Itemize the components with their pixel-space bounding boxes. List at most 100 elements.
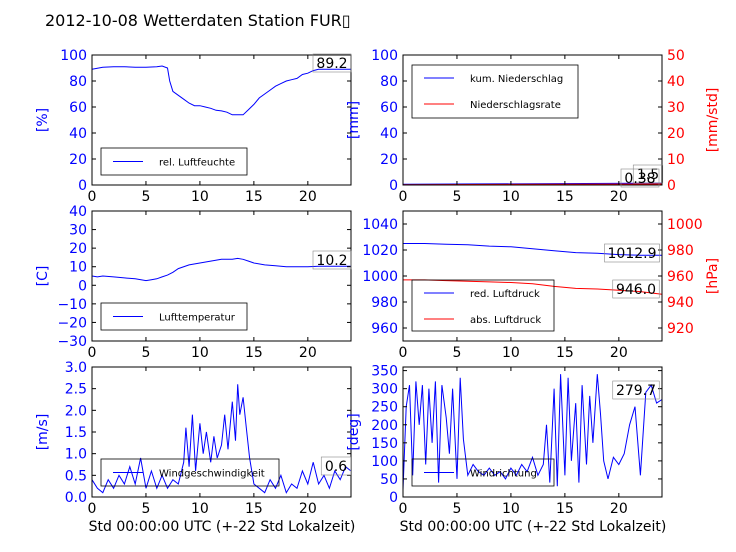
value-label-box (320, 456, 352, 476)
value-label-box (312, 53, 352, 73)
x-tick-label: 5 (141, 345, 150, 361)
legend-box (100, 458, 280, 487)
y-right-tick-label: 30 (667, 100, 685, 116)
legend: kum. Niederschlag Niederschlagsrate (411, 64, 579, 119)
x-tick-label: 0 (399, 189, 408, 205)
x-tick-label: 5 (141, 501, 150, 517)
y-right-tick-label: 940 (667, 295, 694, 311)
x-tick-label: 10 (191, 345, 209, 361)
y-tick-label: 980 (371, 295, 398, 311)
xlabel-right: Std 00:00:00 UTC (+-22 Std Lokalzeit) (400, 519, 667, 535)
legend-entry: rel. Luftfeuchte (159, 158, 235, 169)
legend: rel. Luftfeuchte (100, 147, 248, 176)
x-tick-label: 10 (191, 501, 209, 517)
y-tick-label: 50 (380, 472, 398, 488)
x-tick-label: 0 (399, 501, 408, 517)
x-tick-label: 20 (610, 501, 628, 517)
y-tick-label: 80 (69, 74, 87, 90)
current-value-label: 0.6 (325, 459, 347, 475)
value-label-box (612, 380, 660, 400)
x-tick-label: 20 (299, 345, 317, 361)
current-value-label: 279.7 (616, 383, 656, 399)
value-label-box (604, 243, 660, 263)
y-tick-label: −20 (57, 315, 87, 331)
y-right-tick-label: 20 (667, 126, 685, 142)
y-right-tick-label: 40 (667, 74, 685, 90)
y-tick-label: 1.5 (65, 425, 87, 441)
y-axis-label: [deg] (346, 413, 362, 450)
current-value-label: 10.2 (316, 253, 347, 269)
current-value-label: 946.0 (616, 282, 656, 298)
series-line (403, 243, 662, 256)
legend: Lufttemperatur (100, 302, 248, 331)
y-tick-label: 20 (69, 152, 87, 168)
legend-entry: abs. Luftdruck (470, 315, 541, 326)
y-axis-label: [C] (35, 266, 51, 287)
x-tick-label: 5 (452, 501, 461, 517)
y-tick-label: 40 (69, 126, 87, 142)
y-tick-label: 1000 (362, 269, 398, 285)
panel-precipitation: 0 5 10 15 20 0 20 40 60 80 100 0 10 20 30 40 50 [mm] [mm/s… (346, 48, 721, 205)
x-tick-label: 15 (245, 345, 263, 361)
y-tick-label: 300 (371, 382, 398, 398)
legend: Windrichtung (411, 458, 555, 487)
y-tick-label: 60 (380, 100, 398, 116)
value-label-box (612, 279, 660, 299)
x-tick-label: 15 (556, 501, 574, 517)
legend: red. Luftdruck abs. Luftdruck (411, 279, 555, 332)
current-value-label: 0.38 (624, 171, 655, 187)
y-tick-label: 30 (69, 223, 87, 239)
x-tick-label: 0 (88, 189, 97, 205)
series-line (91, 65, 351, 116)
y-tick-label: 20 (69, 241, 87, 257)
legend-entry: Windrichtung (470, 469, 537, 480)
y-right-tick-label: 980 (667, 243, 694, 259)
plot-frame (91, 54, 352, 186)
y-tick-label: 200 (371, 418, 398, 434)
y-tick-label: 2.5 (65, 382, 87, 398)
y-right-tick-label: 920 (667, 321, 694, 337)
y-axis-label-right: [mm/std] (705, 88, 721, 153)
y-right-tick-label: 960 (667, 269, 694, 285)
y-tick-label: 0 (389, 178, 398, 194)
legend-entry: Niederschlagsrate (470, 100, 561, 111)
legend-entry: kum. Niederschlag (470, 74, 563, 85)
legend-box (411, 64, 579, 119)
series-line (403, 279, 663, 295)
x-tick-label: 20 (299, 501, 317, 517)
x-tick-label: 10 (502, 345, 520, 361)
x-tick-label: 15 (245, 189, 263, 205)
x-tick-label: 0 (88, 345, 97, 361)
x-tick-label: 0 (399, 345, 408, 361)
y-tick-label: 40 (380, 126, 398, 142)
legend-box (411, 458, 555, 487)
y-tick-label: 960 (371, 321, 398, 337)
xlabel-left: Std 00:00:00 UTC (+-22 Std Lokalzeit) (89, 519, 356, 535)
y-tick-label: 80 (380, 74, 398, 90)
series-line (91, 384, 352, 494)
y-tick-label: 20 (380, 152, 398, 168)
y-tick-label: 1020 (362, 243, 398, 259)
y-axis-label: [m/s] (35, 414, 51, 451)
series-line (91, 257, 351, 282)
current-value-label: 1012.9 (608, 246, 657, 262)
x-tick-label: 0 (88, 501, 97, 517)
legend: Windgeschwindigkeit (100, 458, 280, 487)
x-tick-label: 20 (610, 189, 628, 205)
y-tick-label: −10 (57, 297, 87, 313)
y-tick-label: 0 (389, 490, 398, 506)
plot-frame (402, 54, 663, 186)
series-line (402, 374, 663, 490)
x-tick-label: 5 (141, 189, 150, 205)
y-tick-label: 0.5 (65, 468, 87, 484)
y-right-tick-label: 0 (667, 178, 676, 194)
y-tick-label: 60 (69, 100, 87, 116)
x-tick-label: 10 (502, 189, 520, 205)
y-tick-label: 10 (69, 260, 87, 276)
legend-entry: Windgeschwindigkeit (159, 469, 265, 480)
y-tick-label: −30 (57, 334, 87, 350)
y-tick-label: 2.0 (65, 403, 87, 419)
legend-box (100, 147, 248, 176)
panel-pressure: 0 5 10 15 20 960 980 1000 1020 1040 920 940 960 980 10… (362, 210, 721, 361)
